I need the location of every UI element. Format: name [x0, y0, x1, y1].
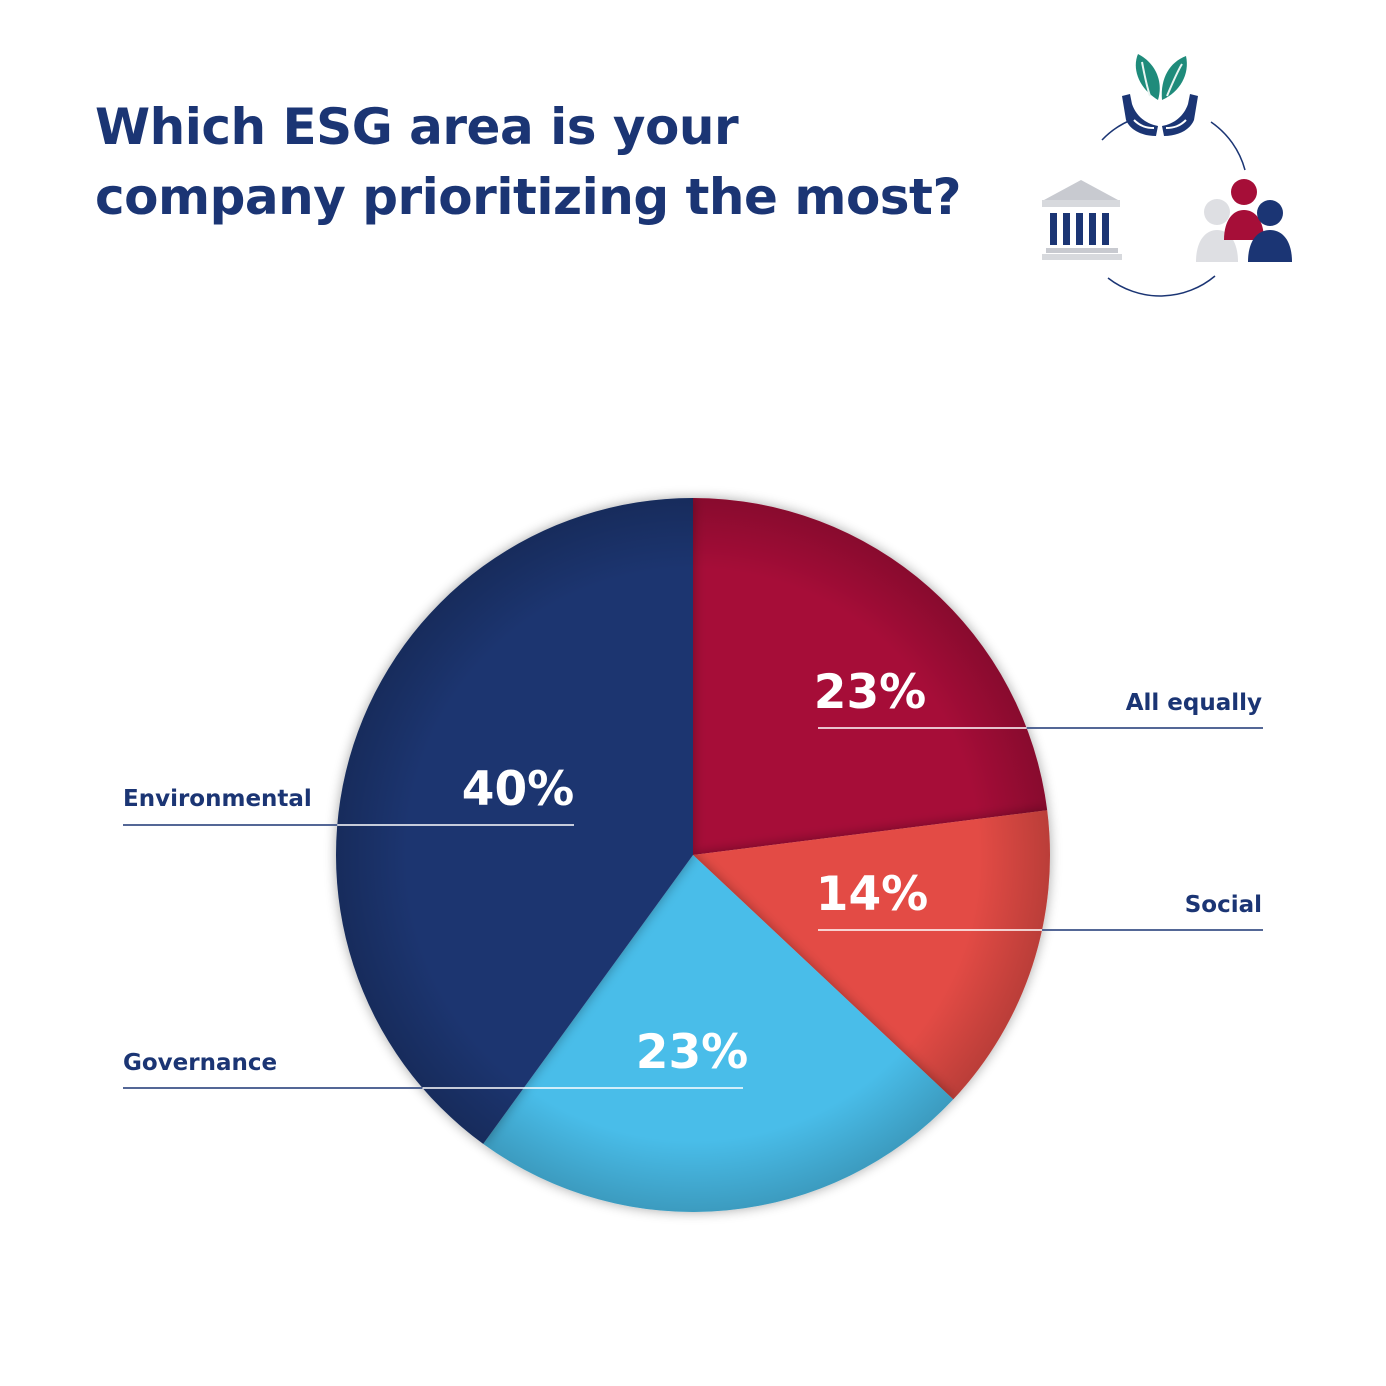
data-label-governance: 23% — [636, 1025, 749, 1080]
category-label-all-equally: All equally — [1126, 690, 1262, 716]
title-line-2: company prioritizing the most? — [95, 168, 961, 226]
category-label-governance: Governance — [123, 1050, 277, 1076]
data-label-all-equally: 23% — [814, 665, 927, 720]
title-line-1: Which ESG area is your — [95, 98, 739, 156]
category-label-social: Social — [1185, 892, 1262, 918]
leaf-hands-icon — [1122, 54, 1198, 136]
pie-edge-shade — [336, 498, 1050, 1212]
bank-building-icon — [1042, 180, 1122, 260]
page-title: Which ESG area is your company prioritiz… — [95, 92, 975, 232]
people-group-icon — [1196, 179, 1292, 262]
category-label-environmental: Environmental — [123, 786, 312, 812]
data-label-social: 14% — [816, 867, 929, 922]
esg-cycle-icon — [1042, 54, 1292, 297]
data-label-environmental: 40% — [462, 762, 575, 817]
